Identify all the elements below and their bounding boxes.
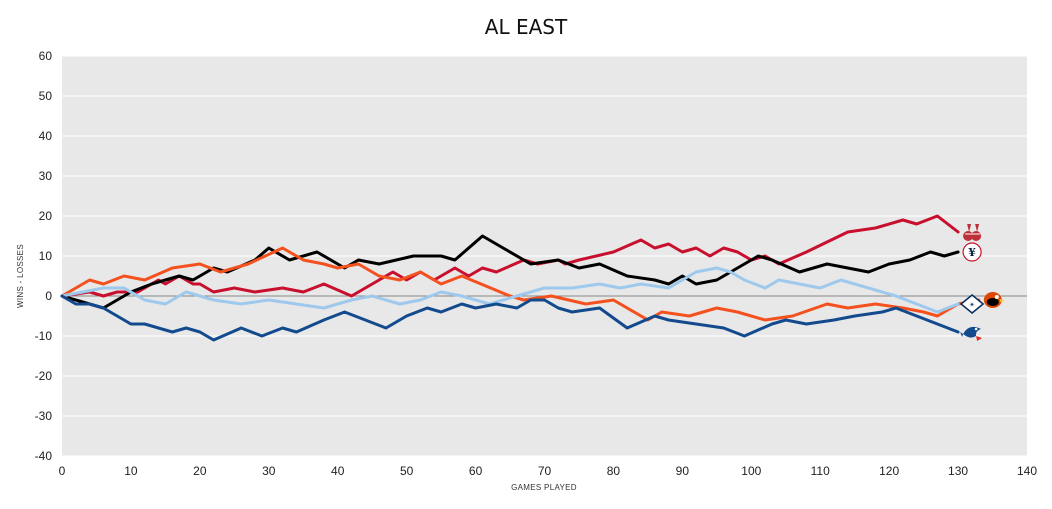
blue-jays-logo-icon (960, 326, 983, 341)
x-tick-label: 10 (124, 464, 138, 478)
x-tick-label: 110 (811, 464, 830, 478)
x-tick-label: 0 (59, 464, 66, 478)
y-tick-label: 50 (39, 89, 53, 103)
x-tick-label: 80 (607, 464, 621, 478)
x-tick-label: 30 (262, 464, 276, 478)
y-tick-label: -10 (35, 329, 53, 343)
x-tick-label: 130 (948, 464, 968, 478)
x-tick-label: 40 (331, 464, 345, 478)
x-axis-label: GAMES PLAYED (511, 483, 577, 492)
red-sox-logo-icon (963, 224, 982, 241)
x-tick-label: 20 (193, 464, 207, 478)
svg-text:¥: ¥ (968, 246, 976, 259)
yankees-logo-icon: ¥ (962, 242, 982, 262)
series-line-orioles (60, 246, 981, 322)
x-axis-ticks: 0 10 20 30 40 50 60 70 80 90 100 110 120 130 140 (59, 464, 1038, 478)
y-axis-ticks: 60 50 40 30 20 10 0 -10 -20 -30 -40 (35, 49, 53, 463)
series-line-rays (60, 266, 960, 314)
y-tick-label: 60 (39, 49, 53, 63)
chart-title: AL EAST (485, 15, 568, 39)
series-line-yankees (60, 234, 960, 310)
y-axis-label: WINS - LOSSES (16, 244, 25, 308)
series-line-blue-jays (60, 294, 960, 342)
x-tick-label: 100 (741, 464, 761, 478)
orioles-logo-icon (983, 292, 1005, 308)
y-tick-label: 10 (39, 249, 53, 263)
y-tick-label: 0 (45, 289, 52, 303)
rays-logo-icon: ✴ (959, 294, 985, 314)
y-tick-label: -40 (35, 449, 53, 463)
x-tick-label: 120 (879, 464, 899, 478)
y-tick-label: 20 (39, 209, 53, 223)
y-tick-label: 40 (39, 129, 53, 143)
y-tick-label: -20 (35, 369, 53, 383)
svg-text:✴: ✴ (969, 301, 975, 309)
x-tick-label: 60 (469, 464, 483, 478)
series-lines (60, 214, 981, 342)
x-tick-label: 70 (538, 464, 552, 478)
team-logos: ¥✴ (959, 224, 1005, 341)
x-tick-label: 140 (1017, 464, 1037, 478)
x-tick-label: 50 (400, 464, 414, 478)
y-tick-label: 30 (39, 169, 53, 183)
y-tick-label: -30 (35, 409, 53, 423)
x-tick-label: 90 (676, 464, 690, 478)
